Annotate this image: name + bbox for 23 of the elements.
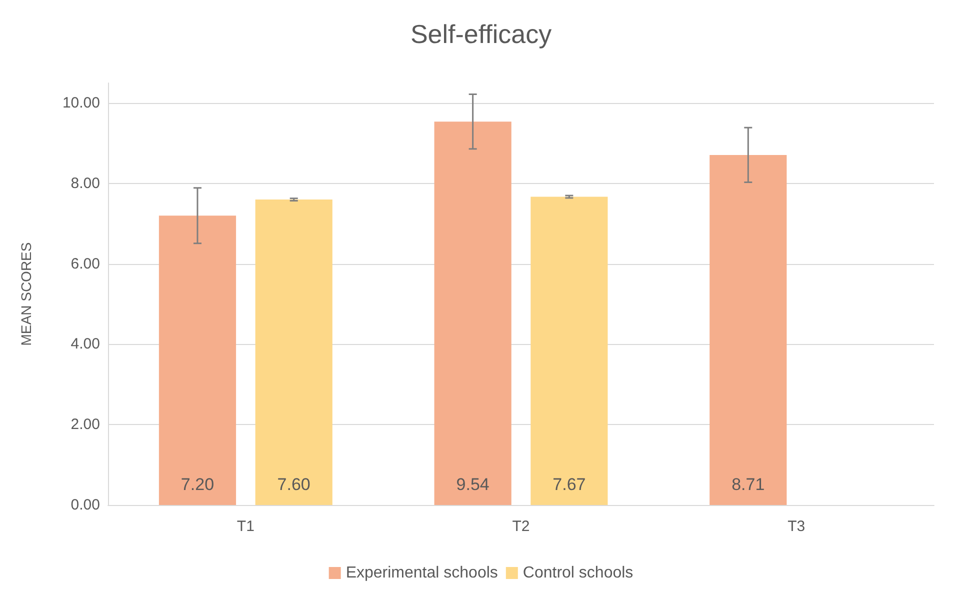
legend-label: Control schools bbox=[522, 564, 634, 582]
bar bbox=[434, 122, 512, 505]
y-tick-label: 8.00 bbox=[70, 174, 100, 192]
bar bbox=[158, 216, 236, 505]
data-label: 7.60 bbox=[277, 475, 310, 494]
chart-title: Self-efficacy bbox=[410, 19, 552, 49]
y-tick-label: 2.00 bbox=[70, 416, 100, 434]
data-label: 7.67 bbox=[552, 475, 586, 494]
y-tick-label: 10.00 bbox=[62, 94, 100, 112]
y-tick-label: 0.00 bbox=[70, 496, 100, 514]
x-tick-label: T1 bbox=[236, 518, 254, 535]
x-tick-label: T3 bbox=[788, 518, 806, 535]
y-axis-title: MEAN SCORES bbox=[18, 242, 34, 346]
bar bbox=[530, 196, 608, 505]
legend-label: Experimental schools bbox=[346, 564, 498, 582]
bar bbox=[710, 154, 787, 505]
y-tick-label: 4.00 bbox=[70, 336, 100, 353]
data-label: 7.20 bbox=[180, 475, 214, 494]
y-tick-label: 6.00 bbox=[70, 255, 100, 272]
bar bbox=[255, 200, 332, 505]
x-tick-label: T2 bbox=[512, 518, 530, 535]
data-label: 8.71 bbox=[732, 475, 765, 494]
data-label: 9.54 bbox=[456, 475, 490, 494]
